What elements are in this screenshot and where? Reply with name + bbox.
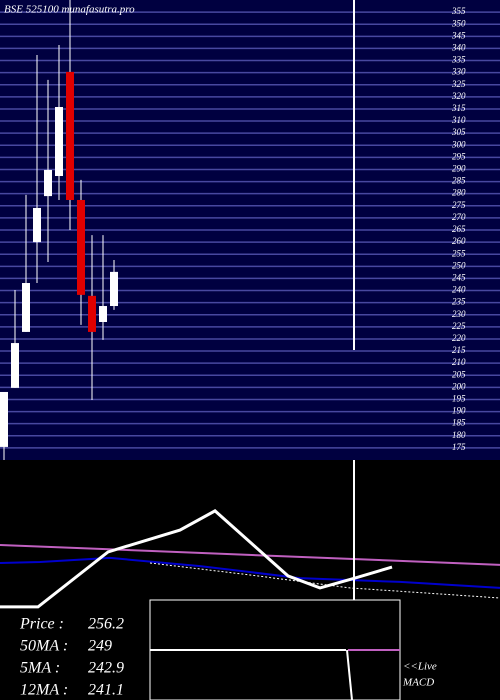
y-tick-label: 280	[452, 188, 466, 198]
info-value: 242.9	[88, 660, 124, 677]
y-tick-label: 190	[452, 406, 466, 416]
y-tick-label: 180	[452, 430, 466, 440]
info-value: 249	[88, 638, 112, 655]
candle-body	[99, 306, 107, 322]
y-tick-label: 350	[451, 18, 466, 28]
y-tick-label: 225	[452, 321, 466, 331]
macd-label: <<Live	[403, 661, 437, 673]
y-tick-label: 275	[452, 200, 466, 210]
chart-title: BSE 525100 munafasutra.pro	[4, 4, 135, 16]
y-tick-label: 310	[451, 115, 466, 125]
candle-body	[44, 169, 52, 197]
candle-body	[0, 391, 8, 447]
candle-body	[22, 283, 30, 332]
indicator-line	[149, 562, 500, 599]
y-tick-label: 270	[452, 212, 466, 222]
y-tick-label: 175	[452, 442, 466, 452]
y-tick-label: 220	[452, 333, 466, 343]
y-tick-label: 255	[452, 248, 466, 258]
y-tick-label: 290	[452, 164, 466, 174]
candle-body	[55, 107, 63, 177]
y-tick-label: 305	[451, 127, 466, 137]
y-tick-label: 320	[451, 91, 466, 101]
y-tick-label: 265	[452, 224, 466, 234]
y-tick-label: 245	[452, 272, 466, 282]
y-tick-label: 300	[451, 139, 466, 149]
y-tick-label: 230	[452, 309, 466, 319]
y-tick-label: 295	[452, 151, 466, 161]
candle-body	[11, 343, 19, 388]
info-label: 5MA :	[20, 660, 60, 677]
y-tick-label: 260	[452, 236, 466, 246]
candle-body	[88, 295, 96, 332]
info-value: 256.2	[88, 616, 124, 633]
info-label: 12MA :	[20, 682, 68, 699]
y-tick-label: 235	[452, 297, 466, 307]
info-label: 50MA :	[20, 638, 68, 655]
y-tick-label: 335	[451, 55, 466, 65]
y-tick-label: 355	[451, 6, 466, 16]
y-tick-label: 185	[452, 418, 466, 428]
candle-body	[110, 271, 118, 307]
y-tick-label: 200	[452, 381, 466, 391]
y-tick-label: 315	[451, 103, 466, 113]
indicator-line	[0, 543, 500, 566]
y-tick-label: 250	[452, 260, 466, 270]
y-tick-label: 240	[452, 285, 466, 295]
info-label: Price :	[19, 616, 64, 633]
y-tick-label: 345	[451, 30, 466, 40]
y-tick-label: 325	[451, 79, 466, 89]
y-tick-label: 330	[451, 67, 466, 77]
y-tick-label: 195	[452, 394, 466, 404]
candle-body	[66, 71, 74, 200]
indicator-line	[0, 556, 500, 589]
candle-body	[33, 207, 41, 243]
indicator-line	[0, 509, 393, 609]
macd-label: MACD	[402, 677, 434, 689]
candle-body	[77, 199, 85, 295]
info-value: 241.1	[88, 682, 124, 699]
y-tick-label: 340	[451, 42, 466, 52]
y-tick-label: 215	[452, 345, 466, 355]
y-tick-label: 210	[452, 357, 466, 367]
y-tick-label: 205	[452, 369, 466, 379]
macd-bar	[346, 649, 353, 700]
y-tick-label: 285	[452, 176, 466, 186]
